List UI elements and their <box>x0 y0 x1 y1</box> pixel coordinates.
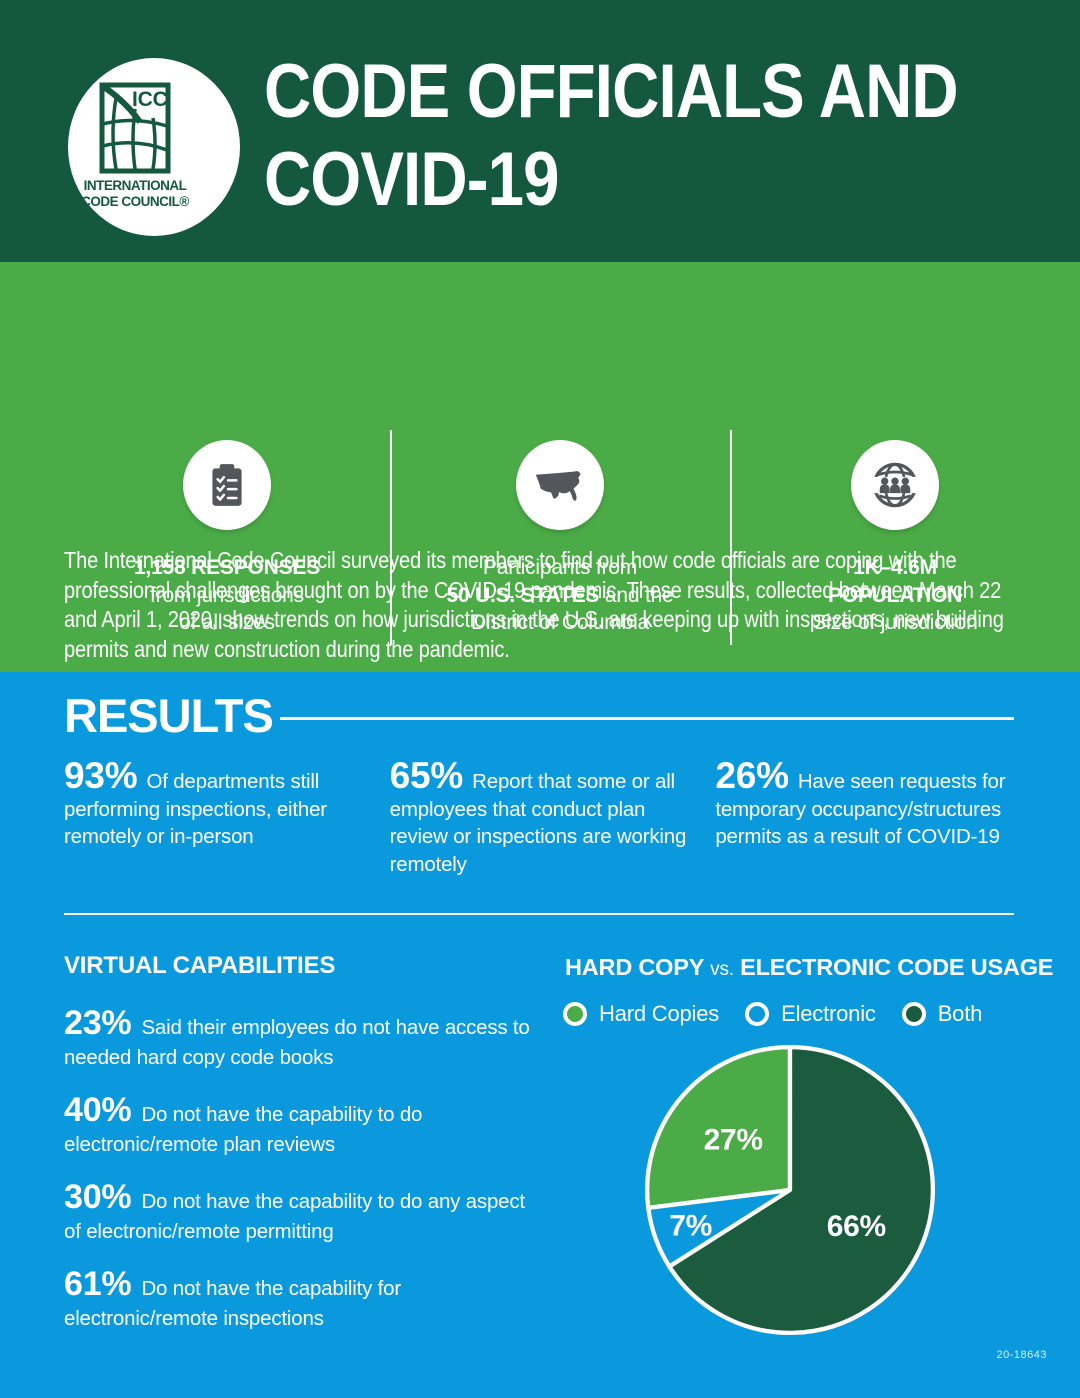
results-heading: RESULTS <box>64 689 274 742</box>
result-pct: 26% <box>715 755 789 796</box>
page-title-line2: COVID-19 <box>264 137 559 222</box>
capability-pct: 23% <box>64 1004 132 1042</box>
capability-pct: 61% <box>64 1265 132 1303</box>
capability-pct: 30% <box>64 1178 132 1216</box>
results-row: 93% Of departments still performing inspe… <box>64 755 1016 878</box>
icc-logo-abbr: ICC <box>132 88 168 111</box>
stat-responses: 1,158 RESPONSES from jurisdictions of al… <box>64 440 390 637</box>
stat-responses-text: 1,158 RESPONSES from jurisdictions of al… <box>133 556 321 634</box>
pie-data-label: 27% <box>704 1124 763 1157</box>
code-usage-heading: HARD COPY vs. ELECTRONIC CODE USAGE <box>565 954 1054 980</box>
virtual-capabilities-heading: VIRTUAL CAPABILITIES <box>64 952 336 979</box>
virtual-capabilities-list: 23% Said their employees do not have acce… <box>64 1004 538 1356</box>
pie-slice-both <box>667 1045 935 1335</box>
code-usage-pie-chart: 27% 7% 66% <box>645 1045 935 1335</box>
results-heading-rule <box>280 717 1014 720</box>
header-banner: ICC INTERNATIONAL CODE COUNCIL® CODE OFF… <box>0 0 1080 262</box>
capability-item: 23% Said their employees do not have acce… <box>64 1004 530 1069</box>
legend-item-electronic: Electronic <box>745 1001 876 1027</box>
icc-logo-name-line1: INTERNATIONAL <box>84 178 187 193</box>
legend-item-hard-copies: Hard Copies <box>563 1001 719 1027</box>
pie-slice-hard-copies <box>645 1045 793 1211</box>
stat-states-text: Participants from 50 U.S. STATES and the… <box>446 556 674 634</box>
page-title-line1: CODE OFFICIALS AND <box>264 49 959 134</box>
capability-item: 61% Do not have the capability for electr… <box>64 1265 401 1330</box>
capability-pct: 40% <box>64 1091 132 1129</box>
legend-item-both: Both <box>901 1001 983 1027</box>
document-number: 20-18643 <box>996 1349 1047 1361</box>
intro-paragraph: The International Code Council surveyed … <box>64 547 1004 662</box>
legend-swatch-hard-copies <box>563 1002 587 1026</box>
pie-data-label: 7% <box>669 1209 712 1242</box>
result-item: 93% Of departments still performing inspe… <box>64 755 327 848</box>
stat-population: 1K–4.6M POPULATION Size of jurisdiction <box>730 440 1060 637</box>
result-pct: 65% <box>389 755 464 796</box>
capability-item: 30% Do not have the capability to do any … <box>64 1178 525 1243</box>
pie-legend: Hard Copies Electronic Both <box>563 1001 982 1027</box>
legend-label: Electronic <box>781 1001 876 1026</box>
usa-map-icon <box>516 440 604 530</box>
legend-swatch-both <box>901 1002 926 1026</box>
page-title: CODE OFFICIALS AND COVID-19 <box>264 48 959 224</box>
capability-item: 40% Do not have the capability to do elec… <box>64 1091 423 1156</box>
stat-responses-value: 1,158 RESPONSES <box>133 556 321 579</box>
column-divider <box>390 430 392 645</box>
stat-states-value: 50 U.S. STATES <box>446 583 600 607</box>
pie-data-label: 66% <box>827 1210 886 1243</box>
legend-swatch-electronic <box>745 1002 770 1026</box>
result-pct: 93% <box>64 755 138 796</box>
stat-states: Participants from 50 U.S. STATES and the… <box>390 440 730 637</box>
globe-population-icon <box>851 440 939 530</box>
legend-label: Hard Copies <box>599 1001 720 1026</box>
stat-population-text: 1K–4.6M POPULATION Size of jurisdiction <box>812 556 978 634</box>
icc-logo: ICC INTERNATIONAL CODE COUNCIL® <box>68 58 240 236</box>
result-item: 26% Have seen requests for temporary occu… <box>715 755 1006 848</box>
clipboard-checklist-icon <box>183 440 271 530</box>
result-item: 65% Report that some or all employees tha… <box>389 755 687 876</box>
section-divider <box>64 913 1014 915</box>
stat-population-value: 1K–4.6M <box>853 556 937 579</box>
legend-label: Both <box>937 1001 983 1026</box>
icc-logo-mark: ICC INTERNATIONAL CODE COUNCIL® <box>81 82 190 209</box>
column-divider <box>730 430 732 645</box>
icc-logo-name-line2: CODE COUNCIL® <box>81 194 189 209</box>
